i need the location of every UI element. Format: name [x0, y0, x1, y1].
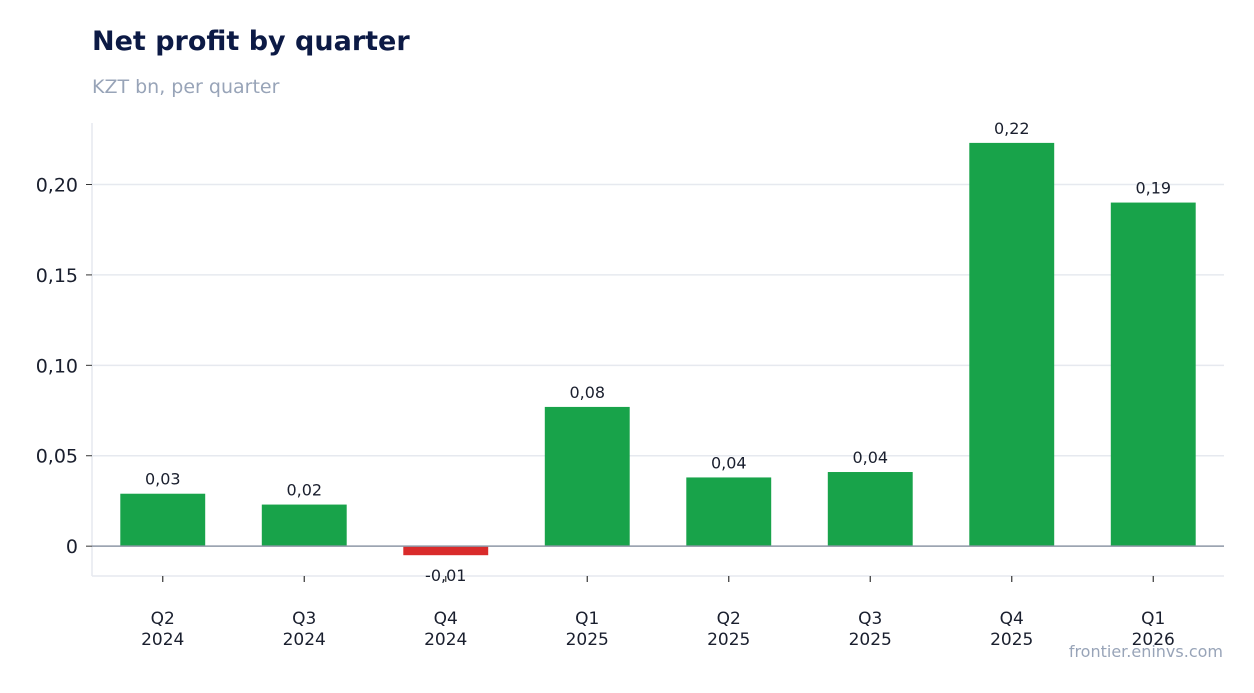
x-tick-label-year: 2026 — [1132, 630, 1175, 650]
bar — [544, 406, 630, 547]
y-tick-label: 0,15 — [36, 265, 78, 287]
x-tick-label-quarter: Q3 — [292, 609, 316, 629]
source-note: frontier.eninvs.com — [1068, 642, 1223, 661]
x-tick-label-year: 2025 — [566, 630, 609, 650]
x-tick-label-year: 2024 — [141, 630, 184, 650]
x-tick-label-year: 2025 — [849, 630, 892, 650]
x-tick-label-quarter: Q4 — [434, 609, 458, 629]
x-tick-label-quarter: Q1 — [575, 609, 599, 629]
x-tick-label-quarter: Q3 — [858, 609, 882, 629]
data-label: 0,08 — [569, 383, 605, 402]
x-tick-label-quarter: Q1 — [1141, 609, 1165, 629]
data-label: 0,19 — [1135, 179, 1171, 198]
x-tick-label-year: 2024 — [283, 630, 326, 650]
chart-subtitle: KZT bn, per quarter — [92, 76, 280, 98]
bar — [686, 477, 772, 547]
bar — [969, 142, 1055, 547]
data-label: 0,22 — [994, 119, 1030, 138]
data-label: 0,03 — [145, 470, 181, 489]
chart-title: Net profit by quarter — [92, 26, 410, 57]
x-tick-label-year: 2025 — [990, 630, 1033, 650]
bar — [827, 472, 913, 547]
x-tick-label-quarter: Q2 — [717, 609, 741, 629]
x-tick-label-quarter: Q4 — [1000, 609, 1024, 629]
bar — [120, 493, 206, 547]
data-label: 0,04 — [852, 448, 888, 467]
x-tick-label-quarter: Q2 — [151, 609, 175, 629]
data-label: 0,02 — [286, 481, 322, 500]
y-tick-label: 0,05 — [36, 446, 78, 468]
y-tick-label: 0,10 — [36, 355, 78, 377]
bar — [261, 504, 347, 547]
data-label: -0,01 — [425, 566, 466, 585]
y-tick-label: 0,20 — [36, 174, 78, 196]
x-tick-label-year: 2025 — [707, 630, 750, 650]
x-tick-label-year: 2024 — [424, 630, 467, 650]
bar — [1110, 202, 1196, 547]
data-label: 0,04 — [711, 453, 747, 472]
bar — [403, 546, 489, 556]
y-tick-label: 0 — [66, 536, 78, 558]
